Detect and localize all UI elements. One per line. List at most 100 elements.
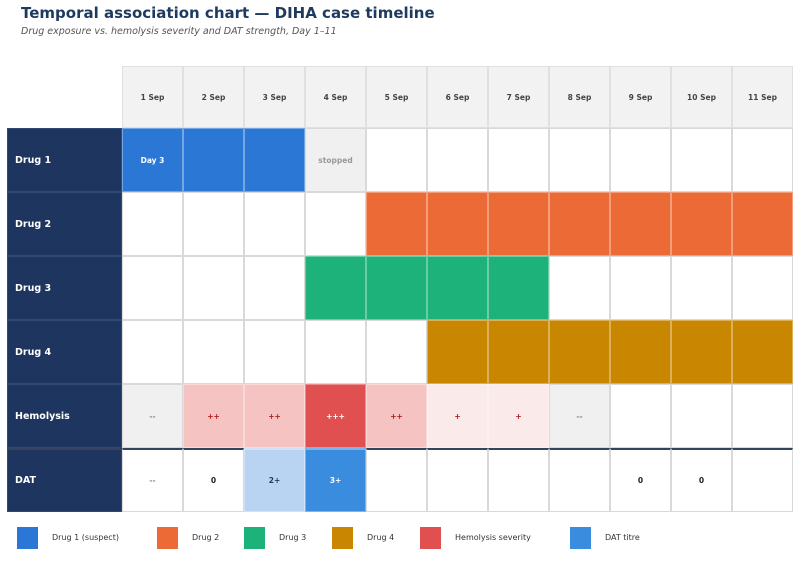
grid-corner: [7, 66, 122, 128]
timeline-cell: [549, 192, 610, 256]
timeline-cell: [732, 256, 793, 320]
legend-swatch: [157, 527, 178, 549]
timeline-cell: [549, 448, 610, 512]
legend-label: Drug 4: [367, 533, 395, 542]
timeline-cell: 3+: [305, 448, 366, 512]
timeline-cell: [732, 128, 793, 192]
date-header: 11 Sep: [732, 66, 793, 128]
timeline-cell: [244, 256, 305, 320]
timeline-cell: [183, 320, 244, 384]
timeline-cell: [122, 320, 183, 384]
timeline-cell: [183, 256, 244, 320]
timeline-cell: [488, 320, 549, 384]
timeline-cell: [488, 256, 549, 320]
timeline-cell: [732, 384, 793, 448]
date-header: 2 Sep: [183, 66, 244, 128]
row-label: Drug 4: [7, 320, 122, 384]
legend-label: Drug 1 (suspect): [52, 533, 119, 542]
timeline-cell: +++: [305, 384, 366, 448]
timeline-cell: 2+: [244, 448, 305, 512]
timeline-cell: --: [122, 448, 183, 512]
timeline-cell: [183, 128, 244, 192]
timeline-cell: [244, 128, 305, 192]
timeline-cell: [366, 192, 427, 256]
date-header: 7 Sep: [488, 66, 549, 128]
timeline-cell: [427, 256, 488, 320]
date-header: 9 Sep: [610, 66, 671, 128]
timeline-cell: ++: [244, 384, 305, 448]
timeline-cell: --: [122, 384, 183, 448]
timeline-cell: [549, 128, 610, 192]
legend: Drug 1 (suspect) Drug 2 Drug 3 Drug 4 Hemoly…: [0, 527, 800, 549]
row-label: Hemolysis: [7, 384, 122, 448]
timeline-cell: ++: [183, 384, 244, 448]
timeline-cell: [427, 448, 488, 512]
row-label: Drug 1: [7, 128, 122, 192]
timeline-cell: [671, 192, 732, 256]
chart-title: Temporal association chart — DIHA case t…: [21, 4, 435, 22]
timeline-cell: [122, 256, 183, 320]
timeline-cell: [427, 128, 488, 192]
timeline-cell: Day 3: [122, 128, 183, 192]
timeline-cell: 0: [183, 448, 244, 512]
legend-label: Drug 3: [279, 533, 307, 542]
timeline-cell: [732, 448, 793, 512]
timeline-cell: 0: [610, 448, 671, 512]
timeline-cell: [549, 320, 610, 384]
date-header: 10 Sep: [671, 66, 732, 128]
date-header: 4 Sep: [305, 66, 366, 128]
row-label: Drug 2: [7, 192, 122, 256]
timeline-cell: [305, 320, 366, 384]
timeline-cell: [610, 192, 671, 256]
legend-swatch: [244, 527, 265, 549]
date-header: 1 Sep: [122, 66, 183, 128]
timeline-cell: [671, 256, 732, 320]
timeline-cell: [488, 192, 549, 256]
row-label: DAT: [7, 448, 122, 512]
timeline-cell: [488, 128, 549, 192]
timeline-cell: [366, 128, 427, 192]
timeline-cell: [366, 448, 427, 512]
date-header: 5 Sep: [366, 66, 427, 128]
timeline-cell: [244, 320, 305, 384]
timeline-cell: [427, 320, 488, 384]
timeline-cell: +: [427, 384, 488, 448]
legend-label: Drug 2: [192, 533, 220, 542]
date-header: 6 Sep: [427, 66, 488, 128]
chart-subtitle: Drug exposure vs. hemolysis severity and…: [21, 26, 337, 37]
timeline-grid: 1 Sep 2 Sep 3 Sep 4 Sep 5 Sep 6 Sep 7 Sep 8 Sep…: [7, 66, 793, 512]
timeline-cell: [671, 320, 732, 384]
timeline-cell: [610, 384, 671, 448]
timeline-cell: [549, 256, 610, 320]
date-header: 3 Sep: [244, 66, 305, 128]
legend-swatch: [570, 527, 591, 549]
timeline-cell: [366, 256, 427, 320]
timeline-cell: [305, 256, 366, 320]
timeline-cell: 0: [671, 448, 732, 512]
timeline-cell: [305, 192, 366, 256]
timeline-cell: [610, 256, 671, 320]
timeline-cell: --: [549, 384, 610, 448]
timeline-cell: stopped: [305, 128, 366, 192]
timeline-cell: ++: [366, 384, 427, 448]
timeline-cell: [244, 192, 305, 256]
timeline-cell: [366, 320, 427, 384]
date-header: 8 Sep: [549, 66, 610, 128]
timeline-cell: [488, 448, 549, 512]
timeline-cell: [732, 320, 793, 384]
legend-swatch: [17, 527, 38, 549]
legend-swatch: [332, 527, 353, 549]
timeline-cell: [183, 192, 244, 256]
timeline-cell: +: [488, 384, 549, 448]
timeline-cell: [610, 320, 671, 384]
timeline-cell: [427, 192, 488, 256]
timeline-cell: [732, 192, 793, 256]
timeline-cell: [610, 128, 671, 192]
timeline-cell: [671, 128, 732, 192]
legend-label: DAT titre: [605, 533, 640, 542]
legend-swatch: [420, 527, 441, 549]
timeline-cell: [122, 192, 183, 256]
legend-label: Hemolysis severity: [455, 533, 531, 542]
row-label: Drug 3: [7, 256, 122, 320]
timeline-cell: [671, 384, 732, 448]
